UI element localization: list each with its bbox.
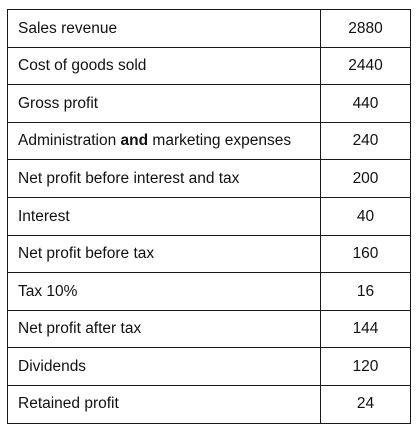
row-label: Net profit before interest and tax: [8, 160, 321, 198]
row-value: 16: [321, 273, 411, 311]
row-label: Cost of goods sold: [8, 47, 321, 85]
row-value: 2880: [321, 10, 411, 48]
row-label-part: marketing expenses: [152, 132, 291, 149]
row-value: 24: [321, 385, 411, 423]
row-label-bold-part: and: [121, 132, 149, 149]
row-label: Sales revenue: [8, 10, 321, 48]
table-row: Retained profit 24: [8, 385, 411, 423]
table-row: Net profit before interest and tax 200: [8, 160, 411, 198]
table-row: Cost of goods sold 2440: [8, 47, 411, 85]
row-label: Tax 10%: [8, 273, 321, 311]
row-label: Retained profit: [8, 385, 321, 423]
row-value: 440: [321, 85, 411, 123]
row-value: 40: [321, 197, 411, 235]
table-row: Net profit before tax 160: [8, 235, 411, 273]
row-value: 160: [321, 235, 411, 273]
row-value: 144: [321, 310, 411, 348]
row-label: Interest: [8, 197, 321, 235]
row-value: 120: [321, 348, 411, 386]
row-label: Dividends: [8, 348, 321, 386]
row-value: 200: [321, 160, 411, 198]
table-row: Sales revenue 2880: [8, 10, 411, 48]
row-value: 2440: [321, 47, 411, 85]
table-row: Gross profit 440: [8, 85, 411, 123]
table-row: Tax 10% 16: [8, 273, 411, 311]
table-row: Net profit after tax 144: [8, 310, 411, 348]
table-row: Dividends 120: [8, 348, 411, 386]
table-row: Interest 40: [8, 197, 411, 235]
table-row: Administration and marketing expenses 24…: [8, 122, 411, 160]
row-label: Administration and marketing expenses: [8, 122, 321, 160]
table-body: Sales revenue 2880 Cost of goods sold 24…: [8, 10, 411, 424]
row-label: Net profit after tax: [8, 310, 321, 348]
row-value: 240: [321, 122, 411, 160]
row-label: Net profit before tax: [8, 235, 321, 273]
row-label: Gross profit: [8, 85, 321, 123]
income-statement-table: Sales revenue 2880 Cost of goods sold 24…: [7, 9, 411, 424]
row-label-part: Administration: [18, 132, 116, 149]
